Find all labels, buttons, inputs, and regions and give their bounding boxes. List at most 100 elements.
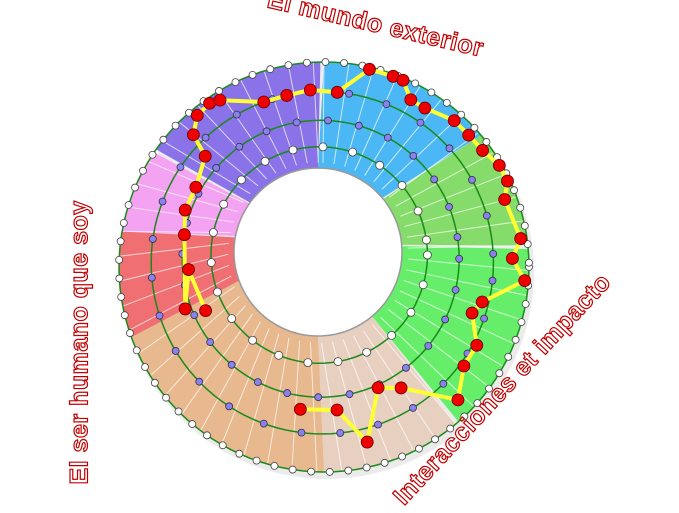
inner-node bbox=[430, 175, 439, 184]
outer-node bbox=[504, 352, 513, 361]
outer-node bbox=[148, 150, 157, 159]
red-path-node bbox=[293, 402, 307, 416]
inner-node bbox=[409, 151, 418, 160]
spoke-line bbox=[342, 339, 392, 462]
outer-node bbox=[131, 183, 139, 192]
spoke-line bbox=[406, 220, 524, 238]
outer-node bbox=[380, 458, 389, 467]
red-path-node bbox=[475, 295, 489, 309]
spoke-line bbox=[408, 258, 530, 272]
inner-white-node bbox=[397, 181, 407, 190]
outer-node bbox=[115, 274, 124, 283]
spoke-line bbox=[354, 75, 398, 171]
red-path-node bbox=[280, 89, 294, 102]
center-hole bbox=[233, 167, 403, 337]
outer-node bbox=[442, 98, 451, 107]
outer-node bbox=[159, 135, 168, 144]
inner-node bbox=[345, 89, 353, 98]
inner-node bbox=[212, 164, 221, 172]
red-path-node bbox=[394, 381, 408, 395]
inner-node bbox=[453, 233, 462, 241]
inner-node bbox=[283, 389, 292, 397]
spoke-line bbox=[312, 62, 319, 163]
spoke-line bbox=[333, 63, 350, 165]
inner-node bbox=[292, 118, 301, 127]
inner-white-node bbox=[303, 358, 313, 368]
inner-white-node bbox=[260, 156, 270, 166]
outer-node bbox=[126, 329, 134, 337]
inner-node bbox=[445, 202, 453, 211]
outer-node bbox=[521, 300, 530, 308]
inner-node bbox=[253, 378, 262, 387]
outer-node bbox=[141, 363, 149, 371]
inner-white-node bbox=[248, 335, 257, 345]
inner-white-node bbox=[206, 258, 216, 267]
outer-node bbox=[525, 258, 533, 267]
inner-node bbox=[409, 404, 417, 412]
red-path-node bbox=[514, 232, 528, 245]
outer-node bbox=[511, 335, 520, 344]
outer-node bbox=[362, 463, 371, 472]
red-path-node bbox=[418, 101, 432, 115]
inner-node bbox=[374, 420, 382, 429]
spoke-line bbox=[399, 290, 515, 345]
outer-node bbox=[115, 255, 124, 264]
spoke-line bbox=[122, 264, 230, 307]
outer-node bbox=[235, 449, 244, 458]
spoke-line bbox=[373, 98, 442, 183]
inner-node bbox=[402, 363, 410, 372]
outer-node bbox=[325, 468, 334, 476]
outer-node bbox=[162, 393, 170, 402]
inner-node bbox=[488, 276, 497, 285]
inner-node bbox=[232, 110, 241, 119]
spoke-line bbox=[287, 65, 308, 164]
red-path-node bbox=[470, 338, 484, 352]
inner-white-node bbox=[318, 142, 328, 152]
outer-node bbox=[446, 424, 455, 433]
spoke-line bbox=[404, 196, 517, 227]
inner-white-node bbox=[213, 287, 222, 297]
outer-node bbox=[117, 293, 126, 301]
outer-node bbox=[171, 121, 180, 130]
outer-node bbox=[124, 201, 133, 209]
outer-node bbox=[139, 166, 147, 175]
spoke-line bbox=[119, 242, 229, 257]
outer-node bbox=[188, 420, 197, 428]
spoke-line bbox=[267, 337, 290, 465]
inner-node bbox=[424, 341, 433, 350]
ring-sector bbox=[122, 152, 250, 236]
inner-node bbox=[158, 197, 167, 206]
red-path-node bbox=[330, 85, 344, 99]
inner-node bbox=[195, 377, 204, 386]
spoke-line bbox=[240, 79, 287, 169]
outer-node bbox=[288, 465, 297, 474]
outer-node bbox=[340, 59, 348, 67]
outer-node bbox=[344, 466, 353, 475]
outer-node bbox=[520, 221, 529, 230]
spoke-line bbox=[243, 333, 280, 456]
red-path-node bbox=[465, 306, 479, 320]
outer-node bbox=[485, 384, 493, 393]
outer-node bbox=[517, 318, 526, 327]
red-path-node bbox=[182, 263, 195, 276]
red-path-node bbox=[371, 381, 385, 395]
spoke-line bbox=[137, 286, 236, 355]
red-path-node bbox=[501, 174, 514, 188]
inner-node bbox=[155, 311, 164, 320]
inner-node bbox=[147, 273, 156, 282]
outer-node bbox=[321, 58, 330, 66]
outer-node bbox=[215, 87, 223, 95]
outer-node bbox=[174, 407, 183, 416]
inner-node bbox=[468, 175, 476, 184]
red-path-node bbox=[189, 180, 203, 194]
inner-node bbox=[455, 254, 464, 263]
inner-node bbox=[190, 311, 199, 319]
outer-node bbox=[398, 452, 407, 461]
outer-node bbox=[495, 369, 504, 378]
outer-node bbox=[411, 79, 420, 88]
outer-node bbox=[231, 78, 240, 87]
outer-node bbox=[248, 70, 257, 79]
inner-node bbox=[235, 142, 244, 151]
outer-node bbox=[415, 444, 423, 453]
